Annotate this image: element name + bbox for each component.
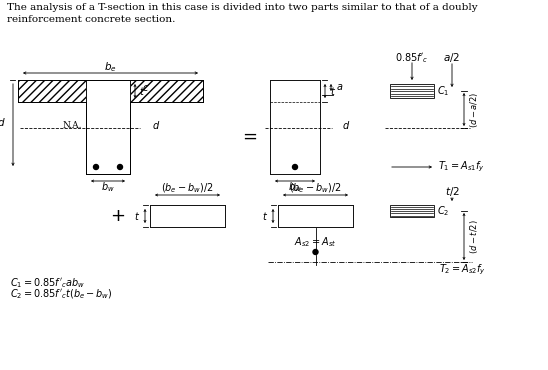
Bar [150, 205, 225, 227]
Text: $t$: $t$ [330, 85, 336, 97]
Circle shape [117, 165, 123, 169]
Circle shape [313, 249, 318, 255]
Text: $(b_e - b_w)/2$: $(b_e - b_w)/2$ [161, 181, 214, 195]
Bar [390, 205, 434, 217]
Bar [86, 80, 130, 174]
Bar [86, 80, 130, 174]
Text: $d$: $d$ [342, 119, 350, 131]
Text: $t/2$: $t/2$ [444, 185, 459, 198]
Text: $+$: $+$ [111, 207, 125, 225]
Text: $T_2 = A_{s2}f_y$: $T_2 = A_{s2}f_y$ [439, 263, 486, 277]
Text: $(d - a/2)$: $(d - a/2)$ [468, 91, 480, 128]
Bar [270, 80, 320, 174]
Bar [270, 80, 320, 174]
Bar [270, 80, 320, 174]
Bar [130, 80, 203, 102]
Text: $C_2$: $C_2$ [437, 204, 449, 218]
Text: $C_2 = 0.85f'_c t(b_e - b_w)$: $C_2 = 0.85f'_c t(b_e - b_w)$ [10, 287, 113, 300]
Circle shape [94, 165, 99, 169]
Text: $=$: $=$ [239, 127, 258, 145]
Text: $0.85f'_c$: $0.85f'_c$ [395, 51, 429, 65]
Text: The analysis of a T-section in this case is divided into two parts similar to th: The analysis of a T-section in this case… [7, 3, 478, 24]
Text: $(b_e - b_w)/2$: $(b_e - b_w)/2$ [289, 181, 342, 195]
Text: $t$: $t$ [134, 210, 140, 222]
Text: $c$: $c$ [142, 83, 149, 93]
Text: $(d - t/2)$: $(d - t/2)$ [468, 219, 480, 254]
Text: $t$: $t$ [262, 210, 268, 222]
Text: $C_1 = 0.85f'_c ab_w$: $C_1 = 0.85f'_c ab_w$ [10, 276, 85, 290]
Text: $C_1$: $C_1$ [437, 84, 449, 98]
Bar [130, 80, 203, 102]
Text: $a/2$: $a/2$ [443, 51, 460, 64]
Text: $t$: $t$ [139, 85, 145, 97]
Bar [150, 205, 225, 227]
Bar [18, 80, 86, 102]
Bar [150, 205, 225, 227]
Text: $b_e$: $b_e$ [104, 60, 117, 74]
Text: $A_{s1}$: $A_{s1}$ [287, 149, 303, 163]
Text: $A_s$: $A_s$ [102, 149, 115, 163]
Bar [86, 80, 130, 174]
Text: $T_1 = A_{s1}f_y$: $T_1 = A_{s1}f_y$ [438, 160, 485, 174]
Text: $b_w$: $b_w$ [101, 180, 115, 194]
Circle shape [293, 165, 298, 169]
Text: N.A.: N.A. [62, 121, 82, 130]
Bar [390, 84, 434, 98]
Bar [278, 205, 353, 227]
Text: $d$: $d$ [152, 119, 160, 131]
Text: $a$: $a$ [336, 83, 344, 92]
Text: $b_w$: $b_w$ [288, 180, 302, 194]
Bar [18, 80, 86, 102]
Bar [278, 205, 353, 227]
Bar [278, 205, 353, 227]
Text: $d$: $d$ [0, 116, 6, 128]
Text: $A_{s2} = A_{st}$: $A_{s2} = A_{st}$ [294, 235, 336, 249]
